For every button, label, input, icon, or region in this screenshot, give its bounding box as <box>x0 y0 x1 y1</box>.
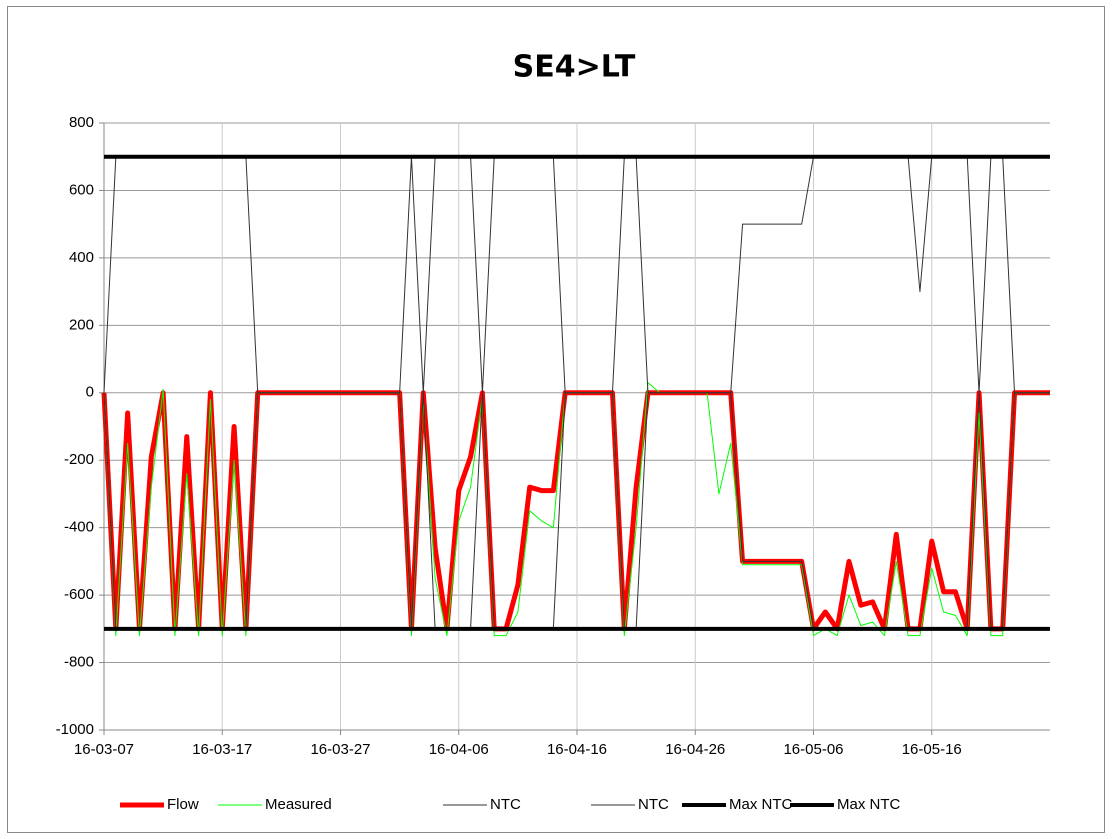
y-tick-label: -600 <box>64 586 94 603</box>
legend-label: NTC <box>490 796 521 813</box>
x-tick-label: 16-03-17 <box>192 741 252 758</box>
chart-title: SE4>LT <box>513 50 636 85</box>
x-tick-label: 16-05-06 <box>783 741 843 758</box>
chart-frame <box>7 6 1105 833</box>
y-tick-label: -800 <box>64 654 94 671</box>
y-tick-label: 800 <box>69 114 94 131</box>
y-tick-label: -400 <box>64 519 94 536</box>
x-tick-label: 16-04-26 <box>665 741 725 758</box>
x-tick-label: 16-03-27 <box>310 741 370 758</box>
x-tick-label: 16-03-07 <box>74 741 134 758</box>
x-tick-label: 16-05-16 <box>902 741 962 758</box>
y-tick-label: 0 <box>86 384 94 401</box>
x-tick-label: 16-04-06 <box>429 741 489 758</box>
legend-label: NTC <box>638 796 669 813</box>
x-tick-label: 16-04-16 <box>547 741 607 758</box>
y-tick-label: 200 <box>69 316 94 333</box>
legend-label: Measured <box>265 796 332 813</box>
y-tick-label: -200 <box>64 451 94 468</box>
legend-label: Max NTC <box>729 796 793 813</box>
legend-label: Max NTC <box>837 796 901 813</box>
y-tick-label: 400 <box>69 249 94 266</box>
y-tick-label: -1000 <box>56 721 94 738</box>
y-tick-label: 600 <box>69 181 94 198</box>
legend-label: Flow <box>167 796 199 813</box>
